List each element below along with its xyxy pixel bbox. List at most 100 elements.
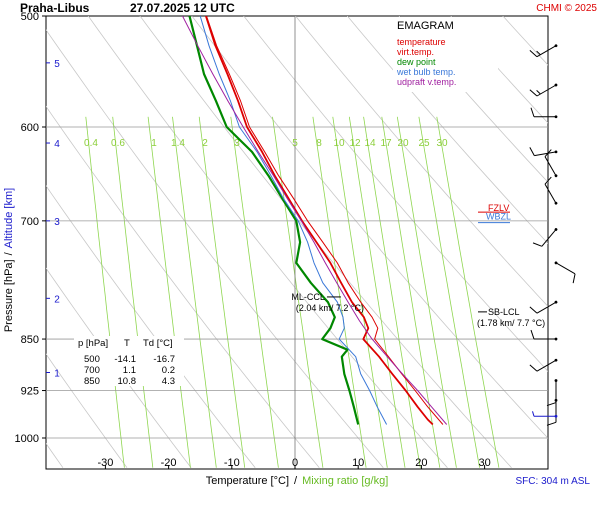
mixing-ratio-label: 0.6	[111, 138, 125, 149]
wind-barb	[530, 329, 558, 341]
y-tick-label: 600	[21, 122, 39, 134]
legend-box	[393, 17, 498, 92]
mixing-ratio-label: 5	[292, 138, 298, 149]
wind-barb-flag	[532, 242, 543, 247]
wind-barb	[529, 358, 558, 372]
dry-adiabat	[398, 16, 548, 183]
sfc-label: SFC: 304 m ASL	[516, 476, 591, 487]
wind-barb-flag	[529, 364, 538, 372]
wind-barb-base	[554, 150, 558, 154]
wind-barb	[546, 398, 558, 426]
wind-barb-flag	[529, 306, 538, 314]
y-tick-label: 700	[21, 216, 39, 228]
legend-temperature: temperature	[397, 37, 446, 47]
dry-adiabat	[595, 4, 600, 468]
series-udpraft-v-temp--line	[182, 16, 448, 425]
wind-barb-shaft	[555, 262, 576, 275]
wind-barb-flag	[530, 107, 535, 117]
dry-adiabat	[191, 16, 548, 439]
table-cell: -16.7	[153, 354, 175, 365]
mixing-ratio-line	[172, 116, 217, 468]
dry-adiabat	[46, 105, 320, 468]
wind-barb-base	[554, 414, 558, 418]
x-tick-label: 30	[478, 457, 490, 469]
mixing-ratio-line	[112, 116, 154, 468]
table-cell: 850	[84, 376, 100, 387]
wind-barb-base	[554, 174, 558, 178]
series-dew-point-line	[188, 16, 360, 425]
wind-barb-flag	[572, 273, 576, 284]
wind-barb-flag	[530, 329, 535, 340]
y-tick-label: 925	[21, 386, 39, 398]
wind-barb-base	[554, 337, 558, 341]
ml-ccl-detail: (2.04 km/ 7.2 °C)	[296, 303, 364, 313]
mixing-ratio-line	[381, 116, 441, 468]
mixing-ratio-line	[85, 116, 125, 468]
wind-barb	[529, 44, 558, 58]
table-header-td: Td [°C]	[143, 338, 173, 349]
y-axis-altitude-label: Altitude [km]	[3, 188, 15, 249]
sb-lcl-detail: (1.78 km/ 7.7 °C)	[477, 318, 545, 328]
y-tick-label: 1000	[15, 433, 39, 445]
mixing-ratio-labels: 0.4 0.6 1 1.4 2 3 5 8 10 12 14 17 20 25 30	[84, 138, 448, 149]
mixing-ratio-line	[348, 116, 406, 468]
table-cell: 4.3	[162, 376, 175, 387]
wind-barb-shaft	[536, 45, 557, 58]
dry-adiabat	[243, 16, 548, 372]
credit-text: CHMI © 2025	[536, 3, 597, 14]
wind-barb-flag	[546, 421, 557, 426]
sb-lcl-label: SB-LCL	[488, 307, 520, 317]
wind-barb-shaft	[536, 359, 557, 372]
altitude-tick-label: 4	[54, 139, 60, 150]
wind-barb	[530, 107, 558, 119]
dry-adiabat	[543, 4, 600, 468]
wind-barb-shaft	[544, 183, 557, 204]
mixing-ratio-line	[363, 116, 421, 468]
mixing-ratio-line	[332, 116, 388, 468]
dry-adiabat	[46, 185, 256, 468]
wind-barb-half	[536, 50, 541, 56]
y-axis-pressure-label: Pressure [hPa]	[3, 259, 15, 332]
mixing-ratio-label: 8	[316, 138, 322, 149]
table-cell: 10.8	[118, 376, 137, 387]
series-layer	[182, 16, 448, 426]
wind-barb-base	[554, 115, 558, 119]
wind-barb-shaft	[536, 84, 557, 97]
wind-barb-base	[554, 358, 558, 362]
wind-barb-flag	[529, 89, 538, 97]
wind-barb-shaft	[544, 156, 557, 176]
wind-barb	[532, 228, 558, 247]
x-tick-label: 20	[415, 457, 427, 469]
wind-barb-flag	[544, 176, 552, 185]
mixing-ratio-label: 1	[151, 138, 157, 149]
wind-barb	[529, 300, 558, 314]
dry-adiabat	[139, 16, 512, 468]
altitude-tick-label: 1	[54, 369, 60, 380]
x-tick-label: -30	[97, 457, 113, 469]
table-cell: 700	[84, 365, 100, 376]
legend-virt-temp: virt.temp.	[397, 47, 434, 57]
mixing-ratio-label: 12	[349, 138, 361, 149]
sounding-table: p [hPa] T Td [°C] 500 -14.1 -16.7 700 1.…	[74, 336, 184, 387]
wind-barb-shaft	[536, 301, 557, 314]
y-tick-label: 850	[21, 334, 39, 346]
table-header-p: p [hPa]	[78, 338, 108, 349]
mixing-ratio-label: 25	[418, 138, 430, 149]
wind-barb	[544, 149, 558, 178]
wind-barb-half	[536, 90, 541, 95]
wind-barb	[554, 261, 576, 284]
series-temperature-line	[205, 16, 434, 426]
wind-barb-half	[532, 411, 535, 417]
ml-ccl-label: ML-CCL	[291, 292, 325, 302]
x-tick-label: 10	[352, 457, 364, 469]
dry-adiabat	[46, 29, 384, 468]
wind-barb-flag	[546, 402, 557, 407]
wind-barb-base	[554, 261, 558, 265]
dry-adiabat	[87, 16, 448, 468]
mixing-ratio-line	[396, 116, 457, 468]
mixing-ratio-label: 1.4	[171, 138, 185, 149]
altitude-tick-label: 5	[54, 59, 60, 70]
mixing-ratio-label: 0.4	[84, 138, 98, 149]
mixing-ratio-label: 17	[380, 138, 392, 149]
